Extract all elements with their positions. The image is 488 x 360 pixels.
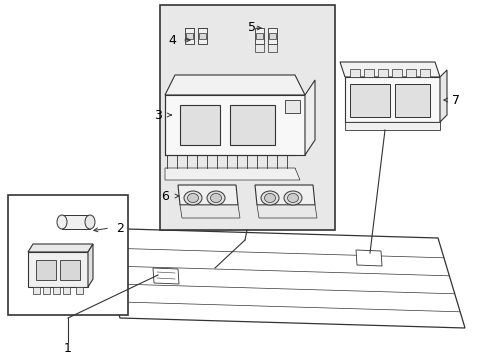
Polygon shape xyxy=(349,84,389,117)
Polygon shape xyxy=(405,69,415,77)
Ellipse shape xyxy=(206,191,224,205)
Polygon shape xyxy=(377,69,387,77)
Polygon shape xyxy=(391,69,401,77)
Polygon shape xyxy=(180,205,240,218)
Polygon shape xyxy=(164,95,305,155)
Polygon shape xyxy=(184,28,194,44)
Ellipse shape xyxy=(210,194,221,202)
Ellipse shape xyxy=(287,194,298,202)
Polygon shape xyxy=(63,287,70,294)
Polygon shape xyxy=(53,287,60,294)
Text: 4: 4 xyxy=(168,33,176,46)
Polygon shape xyxy=(185,33,193,39)
Ellipse shape xyxy=(187,194,198,202)
Text: 1: 1 xyxy=(64,342,72,355)
Polygon shape xyxy=(254,28,264,44)
Polygon shape xyxy=(76,287,83,294)
Polygon shape xyxy=(43,287,50,294)
Polygon shape xyxy=(345,77,439,122)
Polygon shape xyxy=(229,105,274,145)
Ellipse shape xyxy=(183,191,202,205)
Ellipse shape xyxy=(284,191,302,205)
Polygon shape xyxy=(28,244,93,252)
Polygon shape xyxy=(254,185,314,205)
Polygon shape xyxy=(36,260,56,280)
Text: 5: 5 xyxy=(247,21,256,33)
Text: 7: 7 xyxy=(451,94,459,107)
Polygon shape xyxy=(355,250,381,266)
Text: 2: 2 xyxy=(116,221,123,234)
Polygon shape xyxy=(339,62,439,77)
Polygon shape xyxy=(88,244,93,287)
Polygon shape xyxy=(8,195,128,315)
Polygon shape xyxy=(153,268,179,284)
Polygon shape xyxy=(394,84,429,117)
Polygon shape xyxy=(439,70,446,122)
Ellipse shape xyxy=(261,191,279,205)
Polygon shape xyxy=(363,69,373,77)
Polygon shape xyxy=(164,168,299,180)
Polygon shape xyxy=(92,228,464,328)
Polygon shape xyxy=(285,100,299,113)
Polygon shape xyxy=(33,287,40,294)
Polygon shape xyxy=(267,28,276,44)
Ellipse shape xyxy=(85,215,95,229)
Polygon shape xyxy=(199,33,205,39)
Ellipse shape xyxy=(57,215,67,229)
Polygon shape xyxy=(267,44,276,52)
Polygon shape xyxy=(419,69,429,77)
Polygon shape xyxy=(28,252,88,287)
Polygon shape xyxy=(254,44,264,52)
Polygon shape xyxy=(62,215,90,229)
Text: 6: 6 xyxy=(161,189,169,202)
Polygon shape xyxy=(305,80,314,155)
Polygon shape xyxy=(198,28,206,44)
Polygon shape xyxy=(268,33,275,39)
Polygon shape xyxy=(60,260,80,280)
Polygon shape xyxy=(180,105,220,145)
Text: 3: 3 xyxy=(154,108,162,122)
Ellipse shape xyxy=(264,194,275,202)
Polygon shape xyxy=(164,75,305,95)
Polygon shape xyxy=(349,69,359,77)
Polygon shape xyxy=(160,5,334,230)
Polygon shape xyxy=(345,122,439,130)
Polygon shape xyxy=(178,185,238,205)
Polygon shape xyxy=(257,205,316,218)
Polygon shape xyxy=(256,33,263,39)
